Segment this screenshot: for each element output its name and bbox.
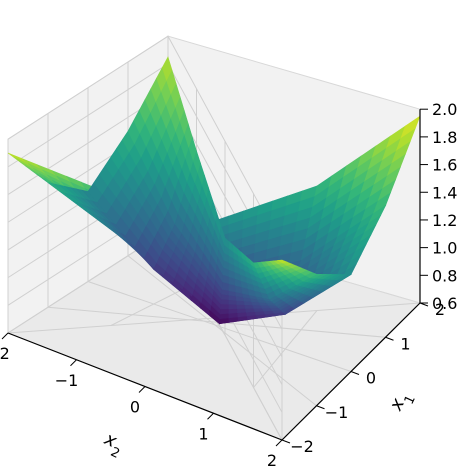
surface-patch [220, 303, 230, 310]
surface-patch [244, 304, 255, 309]
x1-tick-mark [350, 371, 360, 375]
surface-patch [228, 303, 238, 310]
z-tick-label: 2.0 [432, 100, 457, 119]
surface-patch [219, 308, 230, 315]
surface-patch [245, 307, 256, 313]
z-tick-label: 1.8 [432, 128, 457, 147]
wall-grid-z [7, 35, 283, 247]
surface-mesh [7, 56, 421, 325]
x2-tick-label: −1 [55, 371, 79, 390]
axis-lines [1, 108, 429, 447]
surface-patch [236, 304, 246, 309]
z-tick-label: 0.8 [432, 266, 457, 285]
x1-axis-label: x1 [385, 388, 418, 418]
z-tick-label: 0.6 [432, 294, 457, 313]
x2-tick-label: 2 [267, 451, 277, 470]
axis-tick-labels: −2−1012−2−10120.60.81.01.21.41.61.82.0x2… [0, 100, 457, 470]
z-tick-label: 1.4 [432, 183, 457, 202]
x2-tick-label: 1 [198, 424, 208, 443]
z-tick-label: 1.2 [432, 211, 457, 230]
z-tick-label: 1.0 [432, 239, 457, 258]
surface-patch [236, 308, 247, 314]
x1-tick-label: 1 [400, 334, 410, 353]
floor-grid-x1 [47, 306, 386, 338]
x1-tick-label: 2 [435, 300, 445, 319]
x1-tick-mark [281, 439, 291, 444]
x2-tick-mark [207, 412, 214, 420]
x2-axis-label: x2 [98, 428, 128, 461]
x2-tick-mark [275, 439, 283, 447]
x1-tick-label: −1 [325, 403, 349, 422]
x2-tick-mark [1, 332, 9, 340]
x1-tick-label: −2 [290, 437, 314, 456]
x1-tick-mark [316, 405, 325, 410]
x1-tick-mark [385, 336, 394, 341]
surface-patch [276, 259, 288, 264]
x2-tick-mark [70, 359, 77, 367]
surface-patch [228, 308, 238, 314]
floor-grid-x1 [87, 281, 352, 372]
x2-tick-mark [138, 386, 146, 393]
x2-tick-label: 0 [130, 398, 140, 417]
x2-tick-label: −2 [0, 344, 10, 363]
surface-patch [219, 312, 230, 320]
z-tick-label: 1.6 [432, 156, 457, 175]
x1-tick-label: 0 [366, 369, 376, 388]
